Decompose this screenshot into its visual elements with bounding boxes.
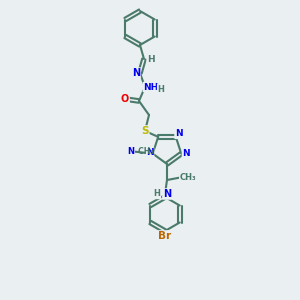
Text: H: H: [154, 190, 160, 199]
Text: N: N: [146, 148, 154, 157]
Text: N: N: [175, 129, 183, 138]
Text: N: N: [132, 68, 140, 78]
Text: H: H: [158, 85, 164, 94]
Text: Br: Br: [158, 231, 172, 241]
Text: NH: NH: [143, 82, 159, 91]
Text: N: N: [163, 189, 171, 199]
Text: N: N: [182, 149, 190, 158]
Text: CH₃: CH₃: [180, 172, 196, 182]
Text: N: N: [127, 147, 134, 156]
Text: -CH₃: -CH₃: [136, 147, 154, 156]
Text: S: S: [141, 126, 149, 136]
Text: O: O: [121, 94, 129, 104]
Text: H: H: [147, 55, 155, 64]
